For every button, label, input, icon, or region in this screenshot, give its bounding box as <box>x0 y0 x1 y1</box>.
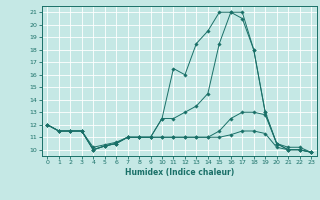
X-axis label: Humidex (Indice chaleur): Humidex (Indice chaleur) <box>124 168 234 177</box>
